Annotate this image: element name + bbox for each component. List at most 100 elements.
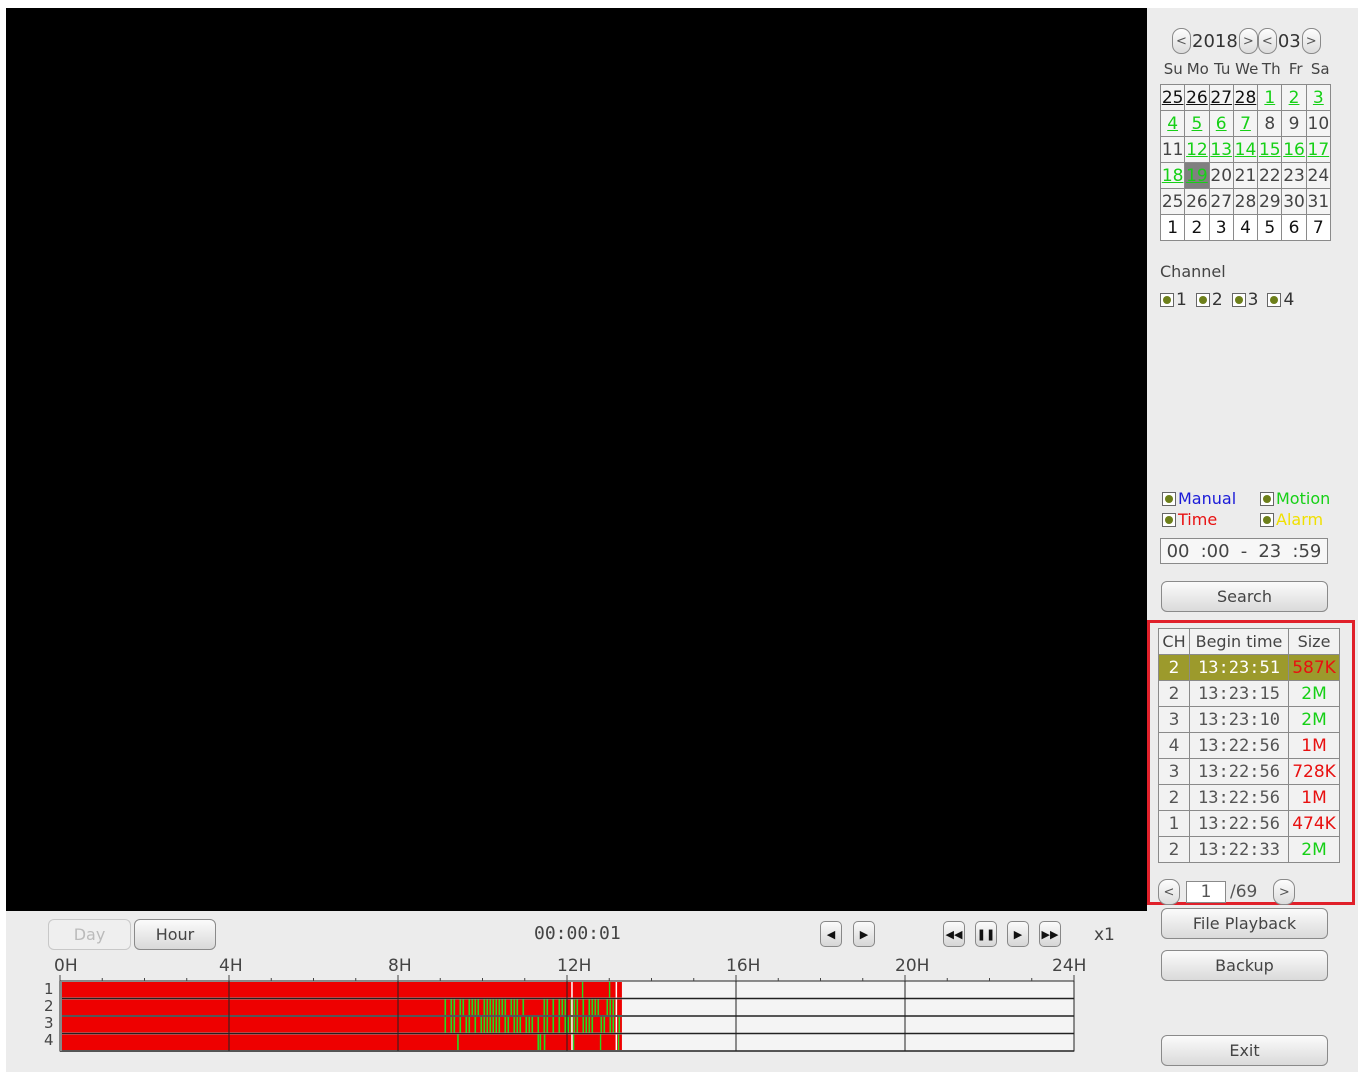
calendar-day[interactable]: 2 (1184, 214, 1210, 241)
start-minute[interactable]: :00 (1200, 540, 1230, 562)
column-header[interactable]: CH (1158, 628, 1190, 655)
calendar-day[interactable]: 9 (1281, 110, 1307, 137)
table-row[interactable]: 2 13:23:15 2M (1158, 680, 1340, 707)
calendar-day[interactable]: 23 (1281, 162, 1307, 189)
checkbox-icon[interactable] (1231, 293, 1246, 307)
calendar-day[interactable]: 7 (1305, 214, 1332, 241)
hour-button[interactable]: Hour (134, 919, 216, 950)
calendar-day[interactable]: 12 (1184, 136, 1210, 163)
calendar-day[interactable]: 30 (1281, 188, 1307, 215)
channel-checkbox-2[interactable]: 2 (1195, 290, 1223, 310)
record-type-time[interactable]: Time (1162, 509, 1260, 530)
table-row[interactable]: 2 13:22:33 2M (1158, 836, 1340, 863)
calendar-day[interactable]: 27 (1208, 84, 1234, 111)
calendar-day[interactable]: 5 (1184, 110, 1210, 137)
checkbox-icon[interactable] (1260, 512, 1274, 527)
cell-ch: 2 (1158, 680, 1190, 707)
recording-bar-ch1[interactable] (60, 982, 622, 998)
prev-file-button[interactable]: ◀ (820, 921, 842, 947)
calendar-day[interactable]: 5 (1257, 214, 1283, 241)
channel-checkbox-1[interactable]: 1 (1160, 290, 1187, 310)
end-hour[interactable]: 23 (1258, 540, 1282, 562)
rewind-button[interactable]: ◀◀ (943, 921, 965, 947)
checkbox-icon[interactable] (1162, 512, 1176, 527)
calendar-day[interactable]: 16 (1281, 136, 1307, 163)
table-row[interactable]: 2 13:22:56 1M (1158, 784, 1340, 811)
calendar-day[interactable]: 26 (1184, 84, 1210, 111)
calendar-day[interactable]: 15 (1257, 136, 1283, 163)
prev-page-button[interactable]: < (1158, 879, 1180, 905)
calendar-day[interactable]: 28 (1232, 84, 1259, 111)
calendar-day[interactable]: 6 (1281, 214, 1307, 241)
calendar-day[interactable]: 4 (1232, 214, 1259, 241)
calendar-day[interactable]: 14 (1232, 136, 1259, 163)
start-hour[interactable]: 00 (1166, 540, 1190, 562)
backup-button[interactable]: Backup (1161, 950, 1328, 981)
record-type-label: Motion (1276, 489, 1331, 508)
calendar-day[interactable]: 21 (1232, 162, 1259, 189)
calendar-day[interactable]: 7 (1232, 110, 1259, 137)
calendar-day[interactable]: 11 (1159, 136, 1186, 163)
search-button[interactable]: Search (1161, 581, 1328, 612)
table-row[interactable]: 3 13:23:10 2M (1158, 706, 1340, 733)
table-row[interactable]: 3 13:22:56 728K (1158, 758, 1340, 785)
next-page-button[interactable]: > (1273, 879, 1296, 905)
calendar-day[interactable]: 19 (1184, 162, 1210, 189)
calendar-day[interactable]: 3 (1305, 84, 1332, 111)
calendar-day[interactable]: 8 (1257, 110, 1283, 137)
calendar-day[interactable]: 25 (1159, 84, 1186, 111)
calendar-day[interactable]: 20 (1208, 162, 1234, 189)
calendar-day[interactable]: 22 (1257, 162, 1283, 189)
calendar-day[interactable]: 6 (1208, 110, 1234, 137)
calendar-day[interactable]: 2 (1281, 84, 1307, 111)
recording-timeline[interactable] (58, 975, 1076, 1055)
checkbox-icon[interactable] (1162, 491, 1176, 506)
column-header[interactable]: Size (1288, 628, 1340, 655)
calendar-day[interactable]: 1 (1159, 214, 1186, 241)
calendar-day[interactable]: 17 (1305, 136, 1332, 163)
prev-month-button[interactable]: < (1257, 28, 1277, 54)
record-type-alarm[interactable]: Alarm (1260, 509, 1358, 530)
end-minute[interactable]: :59 (1292, 540, 1322, 562)
next-year-button[interactable]: > (1238, 28, 1258, 54)
record-type-manual[interactable]: Manual (1162, 488, 1260, 509)
calendar-day[interactable]: 25 (1159, 188, 1186, 215)
day-button[interactable]: Day (48, 919, 131, 950)
prev-year-button[interactable]: < (1172, 28, 1191, 54)
calendar-day[interactable]: 27 (1208, 188, 1234, 215)
recording-bar-ch2[interactable] (60, 999, 622, 1016)
table-row[interactable]: 1 13:22:56 474K (1158, 810, 1340, 837)
calendar-day[interactable]: 31 (1305, 188, 1332, 215)
play-button[interactable]: ▶ (1007, 921, 1029, 947)
calendar-day[interactable]: 1 (1257, 84, 1283, 111)
calendar-day[interactable]: 18 (1159, 162, 1186, 189)
column-header[interactable]: Begin time (1189, 628, 1289, 655)
record-type-motion[interactable]: Motion (1260, 488, 1358, 509)
checkbox-icon[interactable] (1160, 293, 1174, 307)
recording-bar-ch4[interactable] (60, 1034, 622, 1051)
calendar-day[interactable]: 10 (1305, 110, 1332, 137)
time-range-input[interactable]: 00 :00 - 23 :59 (1160, 538, 1328, 564)
calendar-day[interactable]: 24 (1305, 162, 1332, 189)
table-row[interactable]: 4 13:22:56 1M (1158, 732, 1340, 759)
calendar-day[interactable]: 3 (1208, 214, 1234, 241)
calendar-day[interactable]: 26 (1184, 188, 1210, 215)
next-month-button[interactable]: > (1301, 28, 1321, 54)
checkbox-icon[interactable] (1267, 293, 1282, 307)
calendar-day[interactable]: 28 (1232, 188, 1259, 215)
exit-button[interactable]: Exit (1161, 1035, 1328, 1066)
calendar-day[interactable]: 29 (1257, 188, 1283, 215)
video-viewport[interactable] (6, 8, 1147, 911)
page-input[interactable]: 1 (1186, 881, 1226, 903)
checkbox-icon[interactable] (1195, 293, 1210, 307)
pause-button[interactable]: ❚❚ (975, 921, 997, 947)
calendar-day[interactable]: 13 (1208, 136, 1234, 163)
checkbox-icon[interactable] (1260, 491, 1274, 506)
channel-checkbox-4[interactable]: 4 (1267, 290, 1294, 310)
channel-checkbox-3[interactable]: 3 (1231, 290, 1258, 310)
file-playback-button[interactable]: File Playback (1161, 908, 1328, 939)
calendar-day[interactable]: 4 (1159, 110, 1186, 137)
next-file-button[interactable]: ▶ (853, 921, 875, 947)
fast-forward-button[interactable]: ▶▶ (1039, 921, 1061, 947)
table-row[interactable]: 2 13:23:51 587K (1158, 654, 1340, 681)
